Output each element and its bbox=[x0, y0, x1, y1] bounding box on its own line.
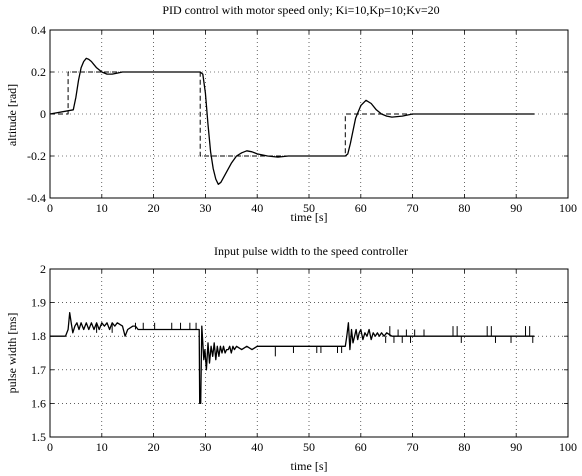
x-tick-label: 10 bbox=[96, 440, 108, 454]
x-tick-label: 70 bbox=[407, 201, 419, 215]
y-tick-label: 0.4 bbox=[31, 23, 46, 37]
ticks-altitude: 0 10 20 30 40 50 60 70 80 90 100 -0.4 -0.2 0 0.2 0.4 bbox=[27, 23, 577, 215]
y-tick-label: 1.5 bbox=[31, 430, 46, 444]
x-tick-label: 10 bbox=[96, 201, 108, 215]
y-tick-label: 1.9 bbox=[31, 296, 46, 310]
panel-altitude: 0 10 20 30 40 50 60 70 80 90 100 -0.4 -0.2 0 0.2 0.4 PI… bbox=[5, 3, 577, 224]
x-tick-label: 60 bbox=[355, 440, 367, 454]
x-tick-label: 20 bbox=[148, 201, 160, 215]
series-group-pulse-width bbox=[50, 312, 535, 405]
chart-title-altitude: PID control with motor speed only; Ki=10… bbox=[162, 3, 439, 17]
y-tick-label: -0.2 bbox=[27, 149, 46, 163]
x-tick-label: 80 bbox=[458, 440, 470, 454]
x-axis-label-altitude: time [s] bbox=[291, 210, 328, 224]
y-axis-label-pulse-width: pulse width [ms] bbox=[5, 313, 19, 394]
y-tick-label: 1.6 bbox=[31, 396, 46, 410]
x-tick-label: 100 bbox=[559, 201, 577, 215]
x-tick-label: 20 bbox=[148, 440, 160, 454]
y-axis-label-altitude: altitude [rad] bbox=[5, 84, 19, 146]
y-tick-label: 1.7 bbox=[31, 363, 46, 377]
x-tick-label: 0 bbox=[47, 440, 53, 454]
x-tick-label: 60 bbox=[355, 201, 367, 215]
chart-title-pulse-width: Input pulse width to the speed controlle… bbox=[214, 244, 408, 258]
x-tick-label: 30 bbox=[199, 440, 211, 454]
y-tick-label: 2 bbox=[40, 262, 46, 276]
x-tick-label: 70 bbox=[407, 440, 419, 454]
x-tick-label: 90 bbox=[510, 440, 522, 454]
x-tick-label: 100 bbox=[559, 440, 577, 454]
x-tick-label: 50 bbox=[303, 440, 315, 454]
panel-pulse-width: 0 10 20 30 40 50 60 70 80 90 100 1.5 1.6 1.7 1.8 1.9 2 I… bbox=[5, 244, 577, 473]
x-tick-label: 30 bbox=[199, 201, 211, 215]
x-axis-label-pulse-width: time [s] bbox=[291, 459, 328, 473]
x-tick-label: 0 bbox=[47, 201, 53, 215]
x-tick-label: 80 bbox=[458, 201, 470, 215]
y-tick-label: 1.8 bbox=[31, 329, 46, 343]
series-line-altitude-reference bbox=[50, 71, 535, 157]
series-line-pulse-width-response bbox=[50, 312, 535, 405]
ticks-pulse-width: 0 10 20 30 40 50 60 70 80 90 100 1.5 1.6 1.7 1.8 1.9 2 bbox=[31, 262, 577, 454]
series-line-altitude-response bbox=[49, 57, 535, 185]
series-group-altitude bbox=[49, 57, 535, 185]
x-tick-label: 40 bbox=[251, 440, 263, 454]
grid-pulse-width bbox=[50, 269, 568, 437]
x-tick-label: 50 bbox=[303, 201, 315, 215]
x-tick-label: 40 bbox=[251, 201, 263, 215]
y-tick-label: 0 bbox=[40, 107, 46, 121]
y-tick-label: -0.4 bbox=[27, 191, 46, 205]
x-tick-label: 90 bbox=[510, 201, 522, 215]
y-tick-label: 0.2 bbox=[31, 65, 46, 79]
